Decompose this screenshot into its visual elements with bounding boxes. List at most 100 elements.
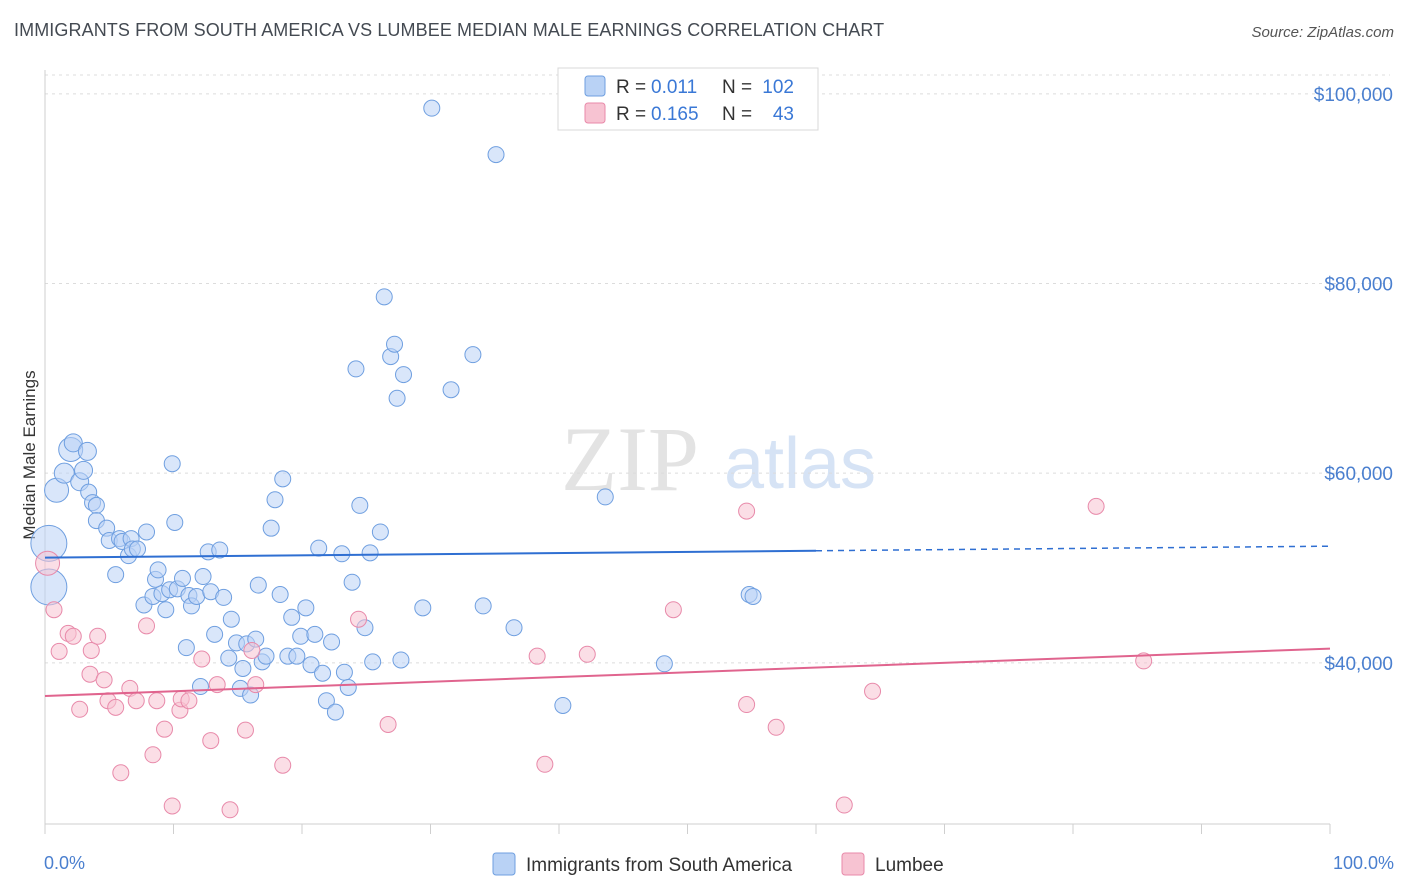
data-point [314,664,332,682]
data-point [1135,652,1153,670]
data-point [297,599,315,617]
bottom-legend-swatch-pink [841,852,865,876]
watermark-zip: ZIP [561,408,699,510]
data-point [193,650,211,668]
data-point [148,692,166,710]
data-point [249,576,267,594]
bottom-legend-swatch-blue [492,852,516,876]
data-point [129,540,147,558]
data-point [392,651,410,669]
bottom-legend-label-immigrants: Immigrants from South America [526,855,793,876]
data-point [767,718,785,736]
data-point [326,703,344,721]
data-point [596,488,614,506]
data-point [247,676,265,694]
legend-n-value-2: 43 [773,104,794,125]
series-legend: Immigrants from South America Lumbee [492,852,944,876]
x-tick-label-start: 0.0% [44,853,85,873]
legend-n-value-1: 102 [762,77,794,98]
data-point [50,642,68,660]
data-point [474,597,492,615]
data-point [442,381,460,399]
data-point [744,587,762,605]
data-point [95,671,113,689]
data-point [505,619,523,637]
series-lumbee-points [35,497,1153,819]
data-point [371,523,389,541]
trend-lines [44,545,1331,697]
watermark: ZIP atlas [561,408,876,510]
data-point [554,696,572,714]
watermark-atlas: atlas [724,424,876,504]
data-point [81,665,99,683]
data-point [364,653,382,671]
data-point [243,641,261,659]
data-point [64,627,82,645]
y-axis-label: Median Male Earnings [20,370,39,539]
data-point [414,599,432,617]
data-point [77,441,97,461]
data-point [180,692,198,710]
data-point [206,625,224,643]
data-point [386,335,404,353]
trend-line-lumbee [44,647,1331,697]
data-point [144,746,162,764]
legend-n-label-2: N = [722,104,752,125]
data-point [864,682,882,700]
data-point [257,647,275,665]
data-point [45,601,63,619]
data-point [738,696,756,714]
data-point [221,801,239,819]
data-point [138,523,156,541]
data-point [323,633,341,651]
data-point [351,496,369,514]
data-point [236,721,254,739]
data-point [283,608,301,626]
data-point [163,455,181,473]
data-point [194,568,212,586]
data-point [107,698,125,716]
data-point [379,715,397,733]
data-point [202,732,220,750]
data-point [112,764,130,782]
data-point [157,601,175,619]
data-point [71,700,89,718]
data-point [63,433,83,453]
data-point [339,678,357,696]
data-point [1087,497,1105,515]
legend-r-value-2: 0.165 [651,104,699,125]
data-point [266,491,284,509]
y-tick-label: $60,000 [1324,464,1393,485]
y-tick-label: $100,000 [1314,85,1393,106]
data-point [361,544,379,562]
data-point [664,601,682,619]
data-point [138,617,156,635]
data-point [215,588,233,606]
data-point [149,561,167,579]
data-point [177,639,195,657]
data-point [536,755,554,773]
source-credit: Source: ZipAtlas.com [1251,24,1394,41]
data-point [191,678,209,696]
x-tick-label-end: 100.0% [1333,853,1394,873]
chart-title: IMMIGRANTS FROM SOUTH AMERICA VS LUMBEE … [14,20,885,40]
data-point [82,641,100,659]
correlation-legend: R = 0.011 N = 102 R = 0.165 N = 43 [557,67,819,131]
data-point [188,587,206,605]
data-point [464,346,482,364]
data-point [302,656,320,674]
data-point [578,645,596,663]
data-point [274,470,292,488]
data-point [53,462,75,484]
bottom-legend-label-lumbee: Lumbee [875,855,944,876]
data-point [220,649,238,667]
data-point [89,627,107,645]
data-point [738,502,756,520]
data-point [222,610,240,628]
y-tick-labels: $40,000 $60,000 $80,000 $100,000 [1314,85,1393,675]
data-point [274,756,292,774]
data-point [173,569,191,587]
data-point [375,288,393,306]
data-point [35,550,61,576]
